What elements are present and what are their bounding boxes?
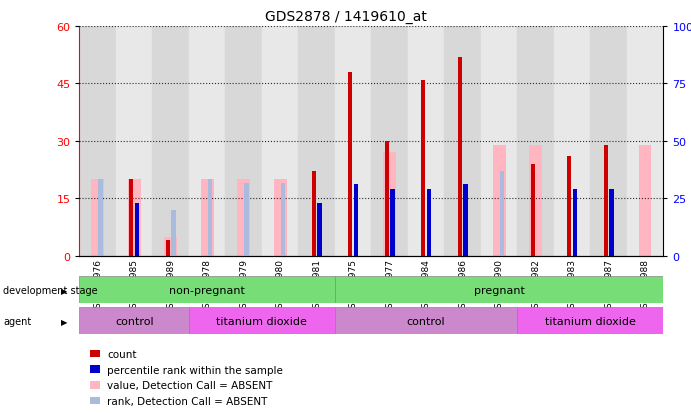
- Bar: [500, 172, 504, 256]
- Bar: [281, 183, 285, 256]
- Text: development stage: development stage: [3, 285, 98, 295]
- Bar: [573, 190, 577, 256]
- Bar: [335, 308, 518, 335]
- Bar: [189, 308, 335, 335]
- Text: GDS2878 / 1419610_at: GDS2878 / 1419610_at: [265, 10, 426, 24]
- Bar: [98, 180, 103, 256]
- Bar: [171, 210, 176, 256]
- Bar: [421, 80, 426, 256]
- Bar: [427, 190, 431, 256]
- Text: ▶: ▶: [61, 286, 68, 295]
- Bar: [590, 27, 627, 256]
- Bar: [153, 27, 189, 256]
- Bar: [79, 27, 116, 256]
- Bar: [457, 57, 462, 256]
- Bar: [627, 27, 663, 256]
- Bar: [371, 27, 408, 256]
- Bar: [464, 185, 468, 256]
- Text: rank, Detection Call = ABSENT: rank, Detection Call = ABSENT: [107, 396, 267, 406]
- Text: pregnant: pregnant: [474, 285, 524, 295]
- Bar: [129, 180, 133, 256]
- Bar: [531, 164, 535, 256]
- Bar: [317, 203, 322, 256]
- Bar: [335, 277, 663, 304]
- Bar: [408, 27, 444, 256]
- Bar: [208, 180, 212, 256]
- Bar: [237, 180, 250, 256]
- Text: count: count: [107, 349, 137, 359]
- Bar: [299, 27, 335, 256]
- Text: non-pregnant: non-pregnant: [169, 285, 245, 295]
- Text: titanium dioxide: titanium dioxide: [216, 316, 307, 326]
- Bar: [603, 145, 608, 256]
- Bar: [166, 241, 170, 256]
- Bar: [384, 153, 396, 256]
- Text: value, Detection Call = ABSENT: value, Detection Call = ABSENT: [107, 380, 272, 391]
- Text: ▶: ▶: [61, 317, 68, 326]
- Bar: [444, 27, 481, 256]
- Bar: [91, 180, 104, 256]
- Bar: [518, 308, 663, 335]
- Bar: [201, 180, 214, 256]
- Bar: [116, 27, 153, 256]
- Bar: [245, 183, 249, 256]
- Text: control: control: [115, 316, 153, 326]
- Text: control: control: [407, 316, 446, 326]
- Bar: [529, 145, 542, 256]
- Bar: [274, 180, 287, 256]
- Text: agent: agent: [3, 316, 32, 326]
- Bar: [348, 73, 352, 256]
- Bar: [609, 190, 614, 256]
- Bar: [128, 180, 140, 256]
- Bar: [262, 27, 299, 256]
- Bar: [493, 145, 506, 256]
- Text: titanium dioxide: titanium dioxide: [545, 316, 636, 326]
- Bar: [335, 27, 371, 256]
- Bar: [225, 27, 262, 256]
- Bar: [79, 277, 335, 304]
- Bar: [567, 157, 571, 256]
- Bar: [385, 141, 389, 256]
- Bar: [135, 203, 140, 256]
- Bar: [481, 27, 518, 256]
- Bar: [518, 27, 554, 256]
- Bar: [554, 27, 590, 256]
- Text: percentile rank within the sample: percentile rank within the sample: [107, 365, 283, 375]
- Bar: [164, 237, 177, 256]
- Bar: [354, 185, 358, 256]
- Bar: [390, 190, 395, 256]
- Bar: [79, 308, 189, 335]
- Bar: [638, 145, 652, 256]
- Bar: [189, 27, 225, 256]
- Bar: [312, 172, 316, 256]
